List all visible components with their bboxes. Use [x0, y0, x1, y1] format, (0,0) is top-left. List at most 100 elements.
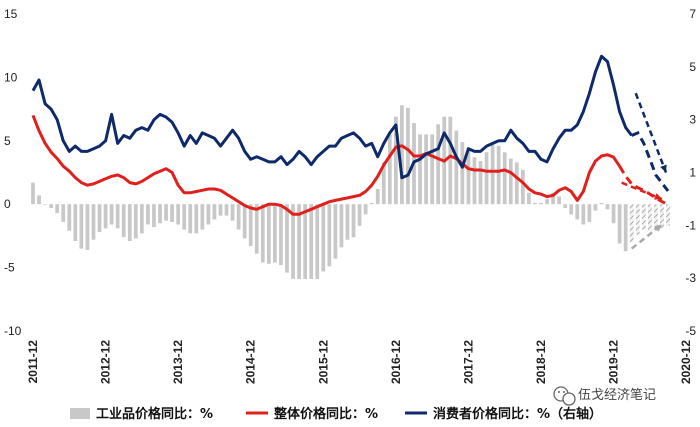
bar [133, 204, 138, 239]
bar [369, 202, 374, 205]
bar-forecast [629, 204, 634, 243]
bar-forecast [666, 204, 670, 226]
bar [67, 204, 72, 231]
legend: 工业品价格同比：% 整体价格同比：% 消费者价格同比：%（右轴） [70, 406, 602, 422]
bar [514, 162, 519, 205]
bar [146, 204, 150, 225]
x-tick-label: 2018-12 [534, 340, 548, 384]
bar [569, 204, 574, 215]
bar [400, 105, 404, 205]
series-line-forecast-1 [618, 165, 669, 206]
bar [605, 204, 610, 210]
bar [170, 204, 174, 222]
bar [436, 124, 441, 205]
bar [333, 204, 338, 259]
bar [43, 204, 47, 205]
bar [520, 169, 525, 205]
x-tick-label: 2014-12 [244, 340, 258, 384]
forecast-arrow-cpi-shaft [634, 92, 668, 173]
right-tick-label: 1 [689, 166, 696, 180]
forecast-arrow-overall [621, 181, 663, 201]
bar [460, 142, 465, 205]
bar [393, 116, 398, 205]
bar [339, 204, 344, 248]
bar [406, 107, 410, 205]
bar [97, 204, 102, 233]
series-line-1 [31, 114, 621, 216]
bar-forecast [647, 204, 652, 231]
legend-item-cpi: 消费者价格同比：%（右轴） [405, 406, 602, 422]
bar [109, 204, 114, 225]
x-tick-label: 2017-12 [461, 340, 475, 384]
bar [91, 204, 96, 240]
forecast-arrow-industrial [630, 223, 663, 250]
bar [297, 204, 301, 280]
bar [248, 204, 253, 247]
bar [430, 134, 435, 205]
bar [345, 204, 350, 240]
left-tick-label: -5 [4, 261, 15, 275]
bar [79, 204, 84, 249]
x-tick-label: 2013-12 [171, 340, 185, 384]
bar [164, 204, 168, 221]
right-tick-label: -5 [685, 324, 696, 338]
legend-label-industrial: 工业品价格同比：% [96, 406, 213, 422]
left-tick-label: 5 [4, 134, 11, 148]
bar [581, 204, 586, 225]
bar [115, 204, 120, 229]
bar [73, 204, 78, 241]
bar [551, 192, 555, 205]
left-tick-label: 0 [4, 197, 11, 211]
bar [188, 204, 193, 234]
bar [309, 204, 314, 280]
bar [55, 204, 60, 214]
bar [224, 204, 229, 216]
bar [454, 130, 459, 205]
right-tick-label: 7 [689, 7, 696, 21]
bar [490, 144, 495, 205]
left-tick-label: -10 [4, 324, 22, 338]
x-axis: 2011-12 2012-12 2013-12 2014-12 2015-12 2016-… [26, 340, 693, 384]
bar [176, 204, 181, 225]
bar [387, 134, 392, 205]
bar [49, 204, 54, 209]
bar [194, 204, 199, 234]
bar [266, 204, 271, 264]
bar [508, 158, 513, 205]
bar [260, 204, 265, 263]
bar [321, 204, 326, 272]
forecast-arrow-overall-shaft [621, 181, 663, 201]
watermark-label: 伍戈经济笔记 [578, 387, 656, 403]
bar [611, 204, 616, 224]
right-tick-label: -3 [685, 271, 696, 285]
x-tick-label: 2020-12 [679, 340, 693, 384]
bar [424, 134, 428, 205]
bar [158, 204, 162, 224]
left-tick-label: 15 [4, 7, 18, 21]
right-tick-label: 3 [689, 113, 696, 127]
bar [236, 204, 241, 230]
bar-forecast [635, 204, 640, 235]
watermark: 伍戈经济笔记 [553, 386, 656, 406]
bar [593, 204, 598, 211]
bar [182, 204, 187, 230]
bar [212, 204, 217, 220]
bar [363, 204, 368, 215]
bar [448, 116, 453, 205]
bar [303, 204, 308, 280]
bar [617, 204, 622, 244]
bar [478, 161, 483, 205]
bar [139, 204, 144, 234]
forecast-arrow-cpi-head [660, 164, 667, 173]
legend-label-overall: 整体价格同比：% [273, 406, 378, 422]
bar [242, 204, 247, 239]
bar [375, 188, 380, 205]
bar [575, 204, 580, 220]
bar [472, 157, 477, 205]
forecast-arrow-cpi [634, 92, 668, 173]
bar [285, 204, 289, 273]
bar-series-industrial [31, 105, 670, 280]
bar [37, 195, 41, 205]
bar [273, 204, 277, 263]
